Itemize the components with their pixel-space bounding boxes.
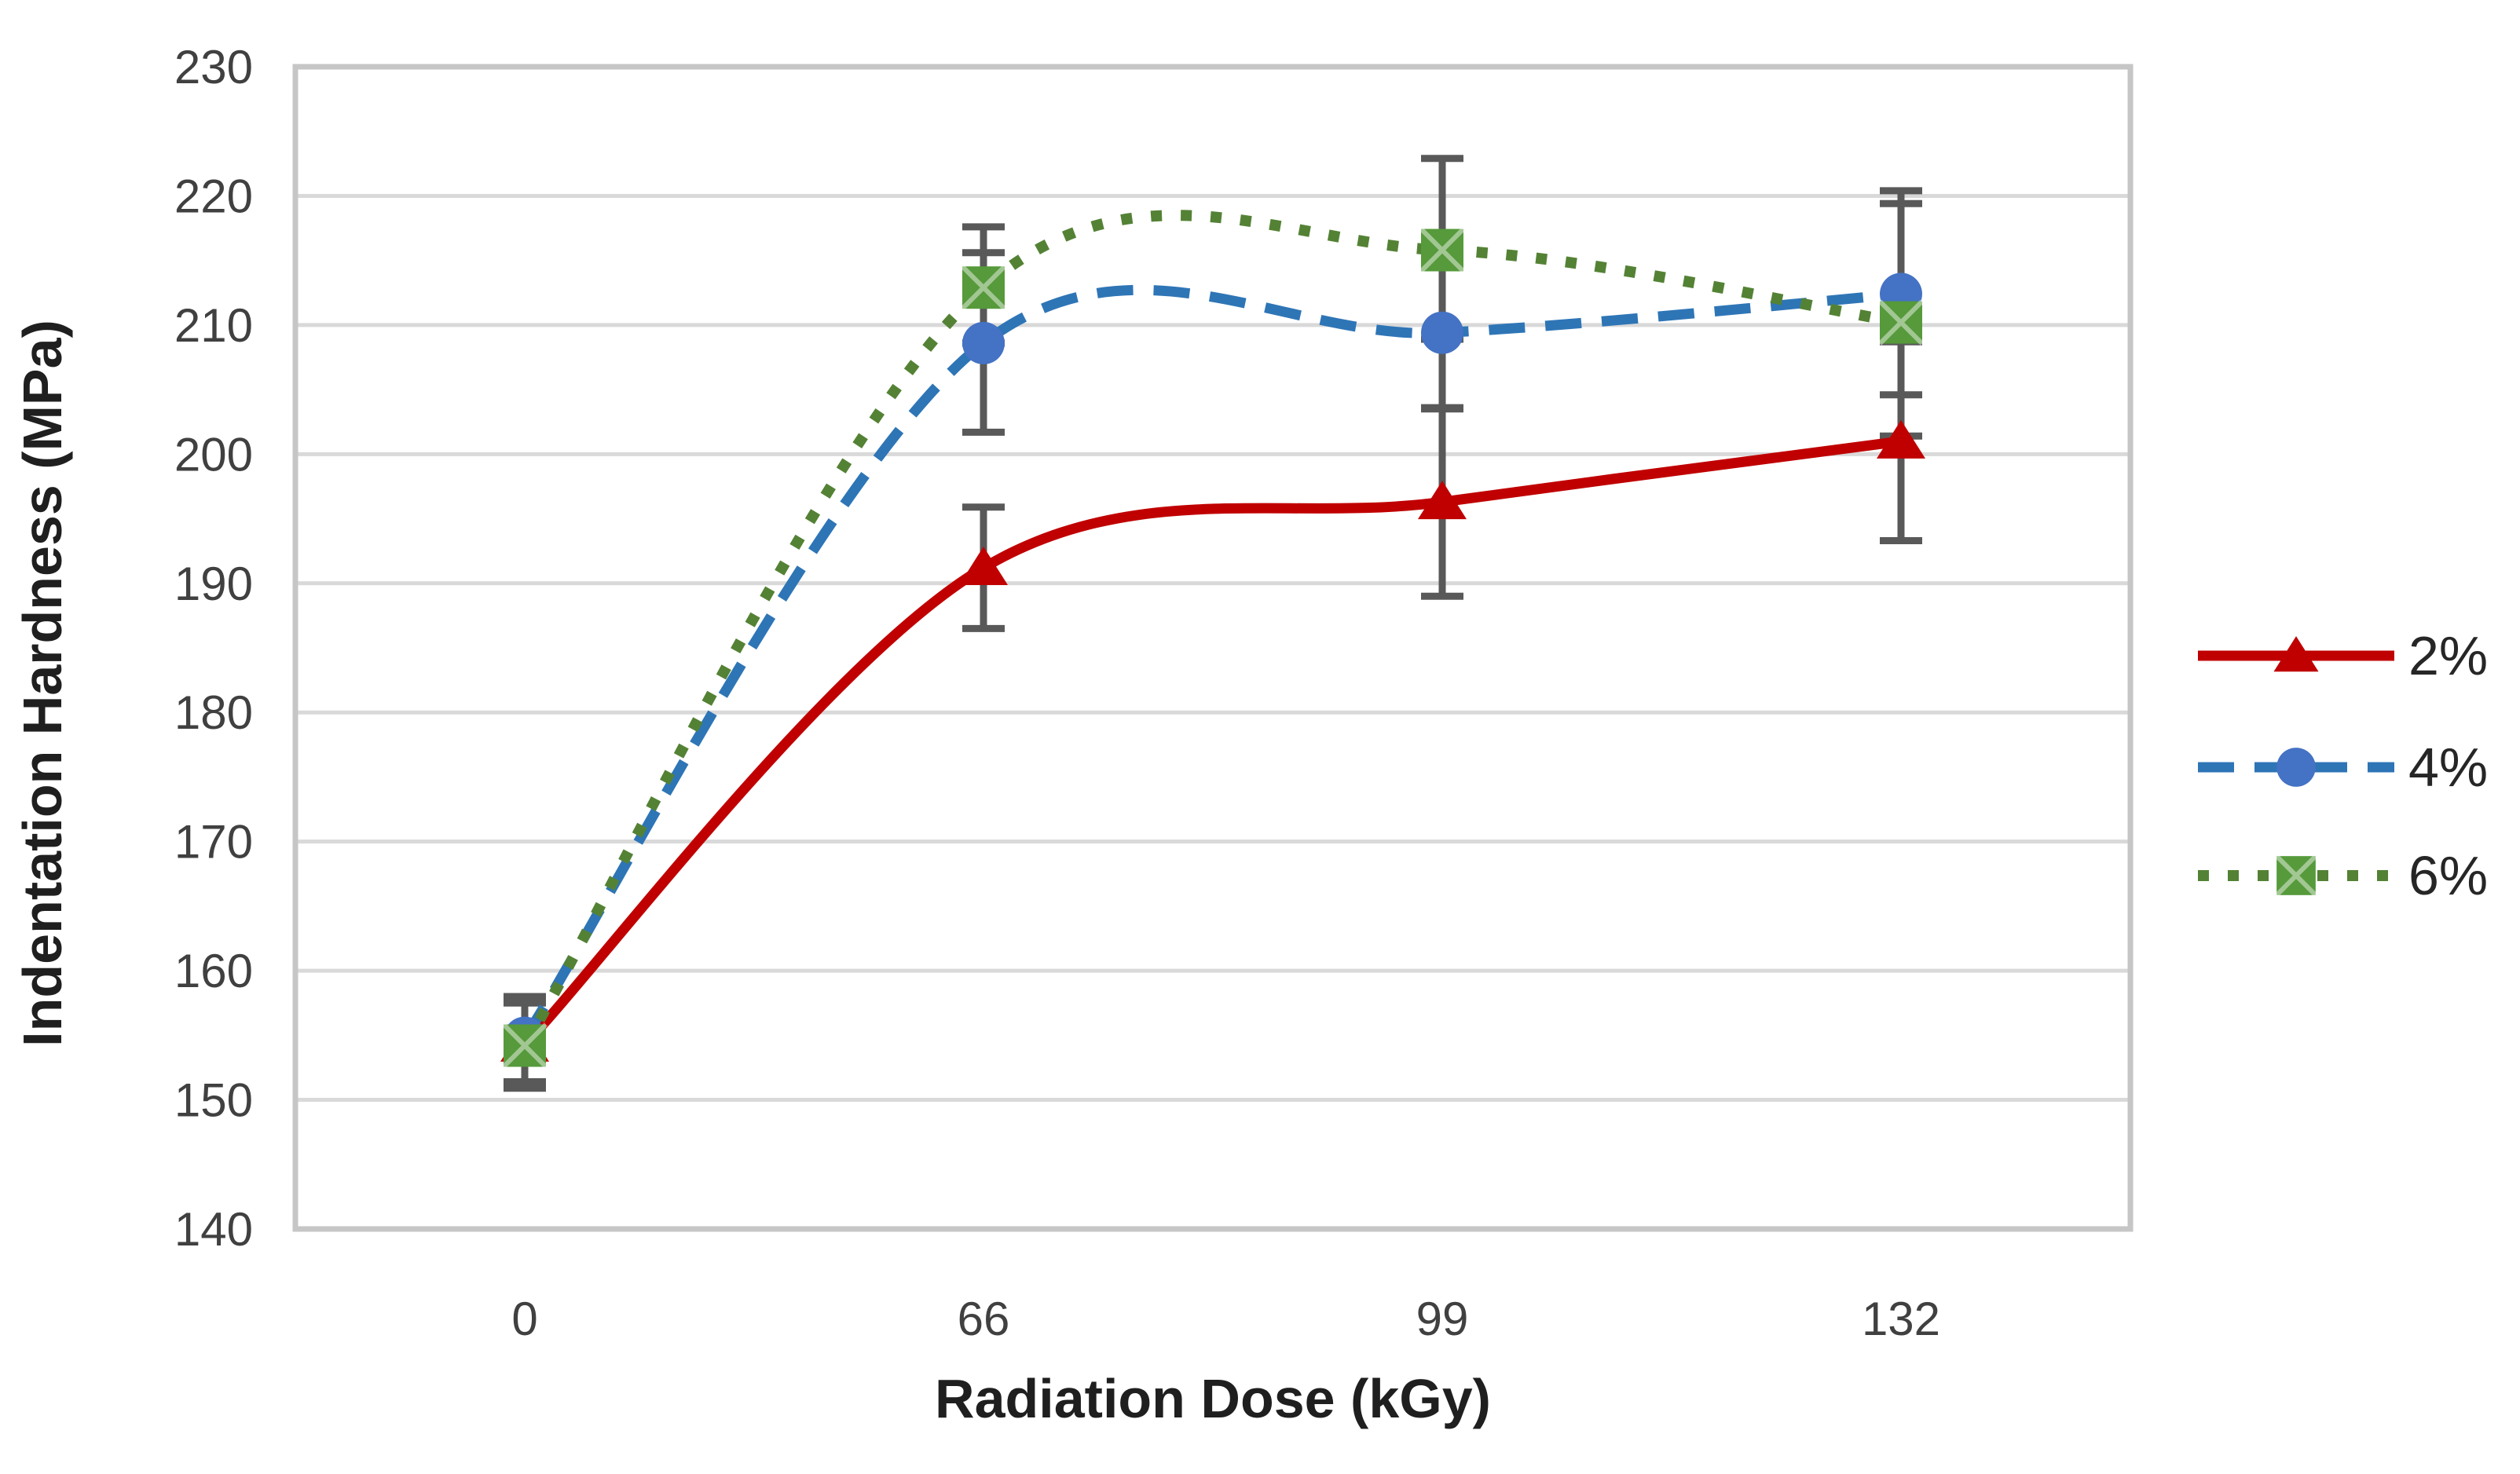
legend-item-2pct: 2% bbox=[2198, 625, 2488, 686]
triangle-marker bbox=[2273, 636, 2319, 672]
y-tick-label: 190 bbox=[174, 558, 253, 610]
triangle-marker bbox=[959, 547, 1008, 586]
x-axis-tick-labels: 0 66 99 132 bbox=[511, 1293, 1940, 1345]
y-tick-label: 230 bbox=[174, 41, 253, 93]
plot-border-box bbox=[292, 64, 2134, 1232]
square-marker bbox=[1880, 301, 1922, 344]
square-marker-x bbox=[1419, 227, 1466, 273]
legend-item-6pct: 6% bbox=[2198, 845, 2488, 906]
series-markers bbox=[500, 227, 1925, 1069]
square-marker bbox=[1421, 229, 1463, 272]
y-tick-label: 200 bbox=[174, 428, 253, 481]
square-marker-x bbox=[2275, 854, 2317, 897]
y-tick-label: 170 bbox=[174, 816, 253, 869]
square-marker bbox=[2276, 856, 2316, 895]
series-lines bbox=[520, 210, 1903, 1049]
x-tick-label: 99 bbox=[1416, 1293, 1469, 1345]
x-tick-label: 0 bbox=[511, 1293, 537, 1345]
plot-border bbox=[292, 64, 2134, 1232]
triangle-marker bbox=[1877, 419, 1925, 459]
legend-label: 6% bbox=[2408, 845, 2488, 906]
y-axis-tick-labels: 230 220 210 200 190 180 170 160 150 140 bbox=[174, 41, 253, 1256]
legend: 2% 4% 6% bbox=[2198, 625, 2488, 906]
x-axis-title: Radiation Dose (kGy) bbox=[935, 1368, 1491, 1429]
y-tick-label: 220 bbox=[174, 170, 253, 222]
series-line-6pct bbox=[520, 210, 1903, 1049]
circle-marker bbox=[2276, 748, 2316, 787]
square-marker-x bbox=[960, 265, 1007, 311]
y-axis-title: Indentation Hardness (MPa) bbox=[12, 320, 73, 1047]
x-tick-label: 66 bbox=[958, 1293, 1010, 1345]
gridlines bbox=[295, 193, 2130, 1103]
triangle-marker bbox=[1418, 481, 1467, 520]
y-tick-label: 140 bbox=[174, 1203, 253, 1256]
series-line-4pct bbox=[520, 284, 1902, 1041]
x-tick-label: 132 bbox=[1862, 1293, 1940, 1345]
legend-label: 2% bbox=[2408, 625, 2488, 686]
circle-marker bbox=[962, 321, 1005, 364]
y-tick-label: 180 bbox=[174, 686, 253, 739]
series-line-2pct bbox=[521, 436, 1902, 1048]
y-tick-label: 160 bbox=[174, 945, 253, 997]
legend-label: 4% bbox=[2408, 737, 2488, 798]
legend-item-4pct: 4% bbox=[2198, 737, 2488, 798]
circle-marker bbox=[1421, 311, 1463, 354]
square-marker bbox=[504, 1024, 546, 1067]
square-marker-x bbox=[1877, 299, 1925, 346]
y-tick-label: 210 bbox=[174, 299, 253, 352]
square-marker-x bbox=[501, 1022, 548, 1069]
y-tick-label: 150 bbox=[174, 1074, 253, 1127]
square-marker bbox=[962, 266, 1005, 309]
